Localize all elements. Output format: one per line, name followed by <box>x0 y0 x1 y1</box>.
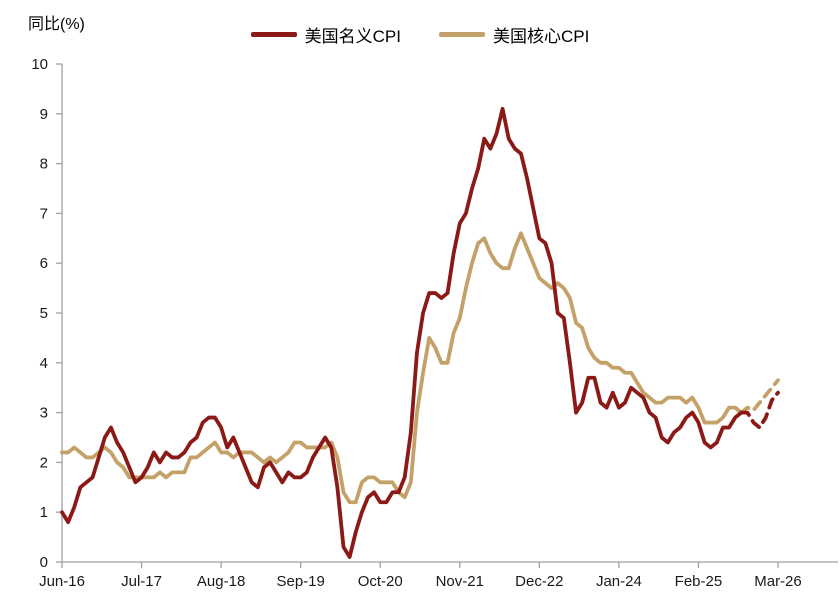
y-tick-label: 3 <box>40 405 48 422</box>
y-tick-label: 8 <box>40 156 48 173</box>
legend-item-nominal-cpi: 美国名义CPI <box>250 22 401 47</box>
x-tick-label: Feb-25 <box>675 573 723 590</box>
x-tick-label: Sep-19 <box>276 573 324 590</box>
x-tick-label: Jun-16 <box>39 573 85 590</box>
core-cpi-line <box>60 231 744 505</box>
legend-label-nominal-cpi: 美国名义CPI <box>304 27 401 46</box>
x-tick-label: Jan-24 <box>596 573 642 590</box>
y-tick-label: 5 <box>40 305 48 322</box>
core-cpi-line-swatch <box>439 32 485 37</box>
x-tick-label: Nov-21 <box>436 573 484 590</box>
y-tick-label: 10 <box>31 56 48 73</box>
x-tick-label: Jul-17 <box>121 573 162 590</box>
y-tick-label: 0 <box>40 554 48 571</box>
x-tick-label: Oct-20 <box>358 573 403 590</box>
y-tick-label: 1 <box>40 504 48 521</box>
y-tick-label: 7 <box>40 205 48 222</box>
nominal-cpi-forecast-line <box>739 390 780 430</box>
chart-title: 同比(%) <box>28 16 85 33</box>
x-tick-label: Mar-26 <box>754 573 802 590</box>
nominal-cpi-line-swatch <box>250 32 297 37</box>
core-cpi-forecast-line <box>739 378 780 415</box>
y-tick-label: 6 <box>40 255 48 272</box>
nominal-cpi-line <box>60 106 744 559</box>
y-tick-label: 4 <box>40 355 48 372</box>
x-tick-label: Dec-22 <box>515 573 563 590</box>
legend-label-core-cpi: 美国核心CPI <box>493 27 590 46</box>
legend-item-core-cpi: 美国核心CPI <box>439 22 589 47</box>
x-tick-label: Aug-18 <box>197 573 245 590</box>
chart-legend: 美国名义CPI 美国核心CPI <box>0 22 840 47</box>
y-tick-label: 2 <box>40 454 48 471</box>
y-tick-label: 9 <box>40 106 48 123</box>
